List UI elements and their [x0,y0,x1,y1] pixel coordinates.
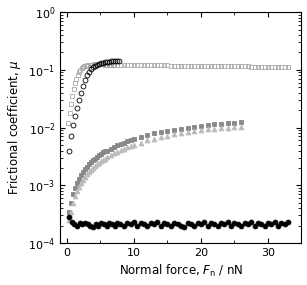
Y-axis label: Frictional coefficient, $\mu$: Frictional coefficient, $\mu$ [6,60,22,196]
X-axis label: Normal force, $F_{\mathrm{n}}$ / nN: Normal force, $F_{\mathrm{n}}$ / nN [119,263,243,280]
